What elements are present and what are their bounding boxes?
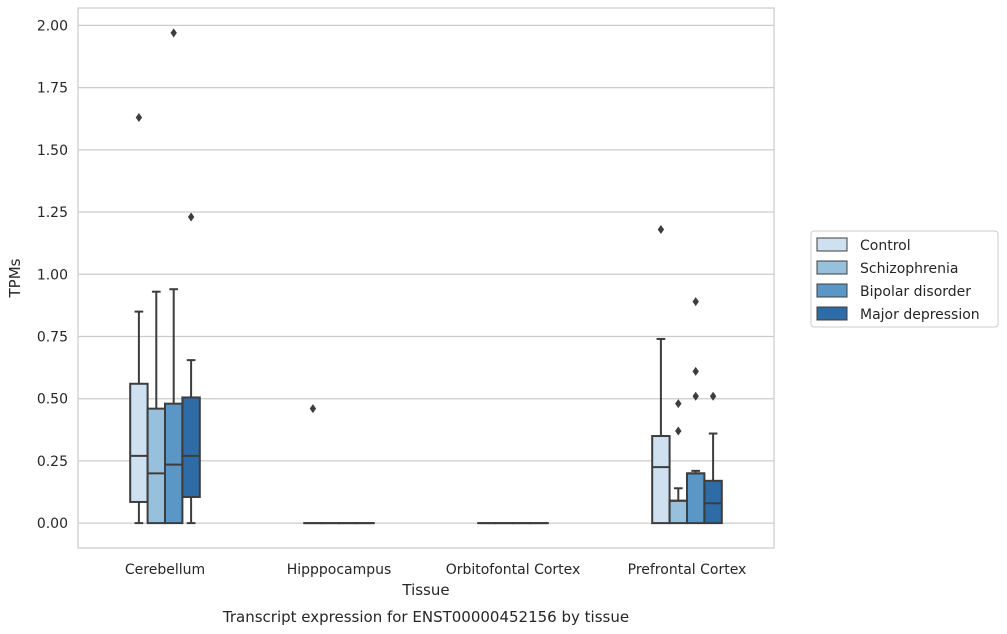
legend: Control Schizophrenia Bipolar disorder Majo… xyxy=(810,230,999,328)
y-tick-label: 1.00 xyxy=(37,267,68,283)
x-tick-label: Hipppocampus xyxy=(287,562,392,578)
legend-label: Control xyxy=(860,238,911,254)
legend-swatch xyxy=(816,306,848,321)
legend-label: Schizophrenia xyxy=(860,261,958,277)
x-tick-label: Cerebellum xyxy=(125,562,205,578)
y-tick-label: 1.75 xyxy=(37,81,68,97)
y-tick-label: 1.50 xyxy=(37,143,68,159)
outlier-point xyxy=(187,212,195,222)
box-body xyxy=(686,472,706,525)
outlier-point xyxy=(135,112,143,122)
outlier-point xyxy=(309,404,317,414)
legend-label: Bipolar disorder xyxy=(860,284,971,300)
box-0-3 xyxy=(651,224,671,525)
legend-box xyxy=(810,230,999,328)
legend-swatch xyxy=(816,260,848,275)
box-body xyxy=(146,407,167,525)
box-2-3 xyxy=(686,297,706,525)
y-tick-labels: 0.00 0.25 0.50 0.75 1.00 1.25 1.50 1.75 2.00 xyxy=(37,18,68,532)
box-plots xyxy=(129,28,723,525)
box-2-0 xyxy=(164,28,184,525)
box-1-3 xyxy=(668,399,688,525)
y-tick-label: 2.00 xyxy=(37,18,68,34)
box-body xyxy=(164,402,184,525)
y-tick-label: 1.25 xyxy=(37,205,68,221)
box-body xyxy=(181,396,201,498)
y-tick-label: 0.50 xyxy=(37,392,68,408)
box-body xyxy=(129,382,149,503)
x-tick-label: Orbitofontal Cortex xyxy=(446,562,581,578)
box-body xyxy=(651,435,671,525)
y-tick-label: 0.75 xyxy=(37,329,68,345)
chart-caption: Transcript expression for ENST0000045215… xyxy=(222,608,629,626)
box-body xyxy=(668,499,688,525)
x-tick-labels: Cerebellum Hipppocampus Orbitofontal Corte… xyxy=(125,562,746,578)
plot-frame xyxy=(77,7,775,549)
y-tick-label: 0.25 xyxy=(37,454,68,470)
box-body xyxy=(703,479,723,525)
outlier-point xyxy=(675,399,682,409)
outlier-point xyxy=(657,224,665,234)
legend-swatch xyxy=(816,237,848,252)
box-3-3 xyxy=(703,391,723,525)
outlier-point xyxy=(692,391,699,401)
box-0-1 xyxy=(303,404,323,525)
box-0-0 xyxy=(129,112,149,525)
y-axis-title: TPMs xyxy=(6,258,24,298)
legend-label: Major depression xyxy=(860,307,980,323)
box-1-0 xyxy=(146,290,167,525)
box-3-0 xyxy=(181,212,201,525)
x-axis-title: Tissue xyxy=(401,581,449,599)
outlier-point xyxy=(170,28,177,38)
outlier-point xyxy=(709,391,717,401)
outlier-point xyxy=(692,366,699,376)
outlier-point xyxy=(692,297,699,307)
x-tick-label: Prefrontal Cortex xyxy=(628,562,747,578)
legend-swatch xyxy=(816,283,848,298)
outlier-point xyxy=(675,426,682,436)
y-tick-label: 0.00 xyxy=(37,516,68,532)
